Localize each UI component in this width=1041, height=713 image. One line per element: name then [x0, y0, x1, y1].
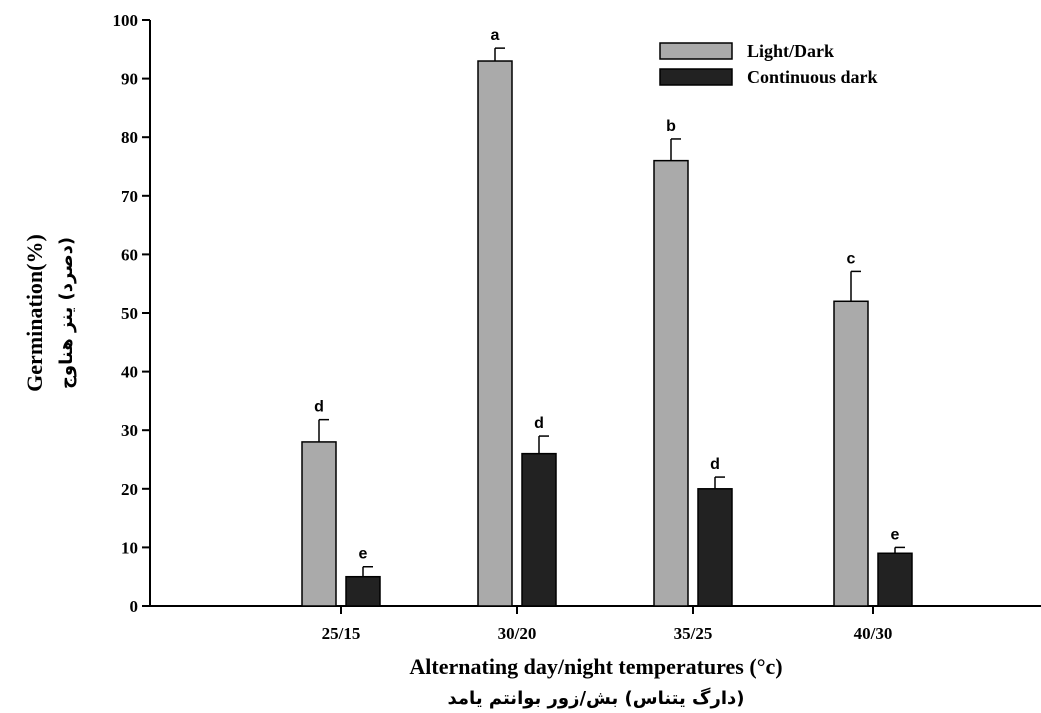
- y-tick-label: 70: [121, 187, 138, 206]
- bar: [521, 452, 557, 607]
- bars-group: d a b c e d d e: [301, 27, 913, 607]
- x-tick-label: 35/25: [674, 624, 713, 643]
- x-axis-subtitle: (دارگ یتناس) بش/زور بوانتم یامد: [448, 687, 745, 709]
- y-axis-ticks: 0 10 20 30 40 50 60 70 80 90 100: [113, 11, 150, 616]
- y-tick-label: 90: [121, 70, 138, 89]
- x-tick-label: 25/15: [322, 624, 361, 643]
- legend-label: Continuous dark: [747, 67, 878, 87]
- bar: [301, 441, 337, 607]
- legend-swatch: [659, 42, 733, 60]
- significance-letter: b: [666, 118, 676, 135]
- x-axis-title: Alternating day/night temperatures (°c): [409, 654, 782, 679]
- bar: [477, 60, 513, 607]
- significance-letter: d: [314, 399, 324, 416]
- y-tick-label: 50: [121, 304, 138, 323]
- significance-letter: e: [359, 546, 368, 563]
- y-tick-label: 20: [121, 480, 138, 499]
- significance-letter: c: [847, 250, 856, 267]
- y-tick-label: 80: [121, 128, 138, 147]
- y-axis-subtitle: (دصرد) ینز هناوج: [56, 237, 77, 389]
- significance-letter: d: [710, 456, 720, 473]
- y-tick-label: 10: [121, 538, 138, 557]
- legend-swatch: [659, 68, 733, 86]
- bar: [877, 552, 913, 607]
- y-tick-label: 100: [113, 11, 139, 30]
- bar: [833, 300, 869, 607]
- legend-label: Light/Dark: [747, 41, 834, 61]
- x-tick-label: 30/20: [498, 624, 537, 643]
- bar: [653, 159, 689, 607]
- bar: [697, 488, 733, 607]
- x-axis-ticks: 25/15 30/20 35/25 40/30: [322, 606, 893, 643]
- x-tick-label: 40/30: [854, 624, 893, 643]
- y-tick-label: 40: [121, 363, 138, 382]
- bar: [345, 575, 381, 607]
- significance-letter: e: [891, 526, 900, 543]
- y-axis-title: Germination(%): [22, 234, 47, 392]
- significance-letter: a: [491, 27, 500, 44]
- significance-letter: d: [534, 415, 544, 432]
- y-tick-label: 0: [130, 597, 139, 616]
- y-tick-label: 60: [121, 245, 138, 264]
- legend: Light/Dark Continuous dark: [659, 41, 878, 87]
- y-tick-label: 30: [121, 421, 138, 440]
